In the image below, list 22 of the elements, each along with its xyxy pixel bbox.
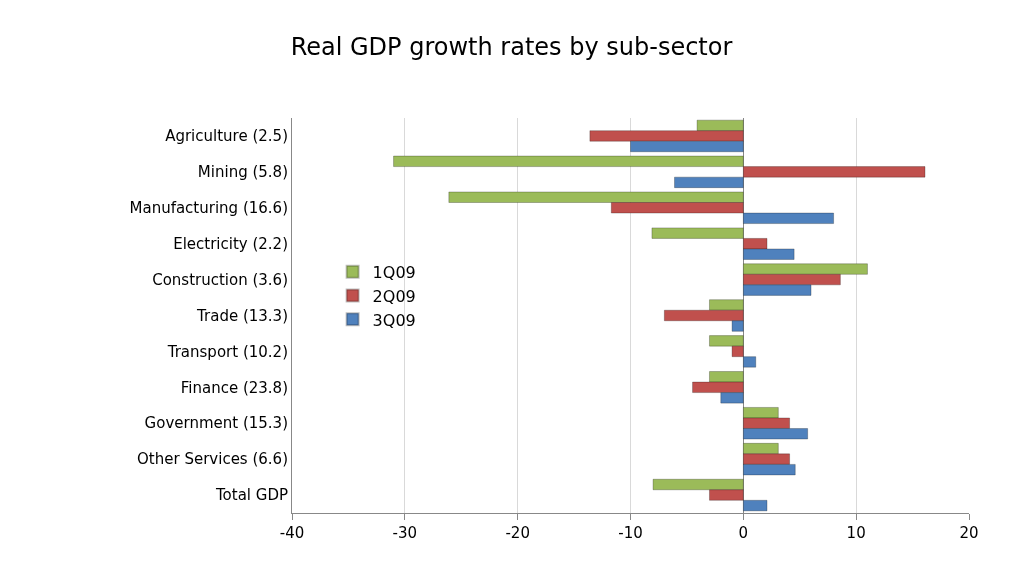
y-tick-label: Electricity (2.2) xyxy=(173,234,288,253)
x-tick-label: -30 xyxy=(392,524,418,542)
y-tick-label: Transport (10.2) xyxy=(166,342,288,361)
y-tick-label: Trade (13.3) xyxy=(196,306,288,325)
y-tick-label: Government (15.3) xyxy=(144,414,288,433)
y-tick-label: Mining (5.8) xyxy=(197,163,288,182)
y-tick-label: Agriculture (2.5) xyxy=(165,127,288,146)
x-tick-label: -10 xyxy=(618,524,643,542)
chart-title: Real GDP growth rates by sub-sector xyxy=(290,32,733,61)
y-tick-label: Other Services (6.6) xyxy=(137,450,288,469)
y-tick-label: Total GDP xyxy=(214,486,288,505)
y-tick-label: Manufacturing (16.6) xyxy=(129,199,288,218)
x-tick-label: -40 xyxy=(279,524,305,542)
legend-label: 1Q09 xyxy=(372,262,416,282)
y-tick-label: Finance (23.8) xyxy=(180,378,288,397)
y-tick-label: Construction (3.6) xyxy=(152,270,288,289)
x-tick-label: 10 xyxy=(846,524,866,542)
x-tick-label: 20 xyxy=(959,524,979,542)
x-tick-label: 0 xyxy=(738,524,749,542)
legend-label: 3Q09 xyxy=(372,310,416,330)
legend-label: 2Q09 xyxy=(372,286,416,306)
x-tick-label: -20 xyxy=(505,524,530,542)
